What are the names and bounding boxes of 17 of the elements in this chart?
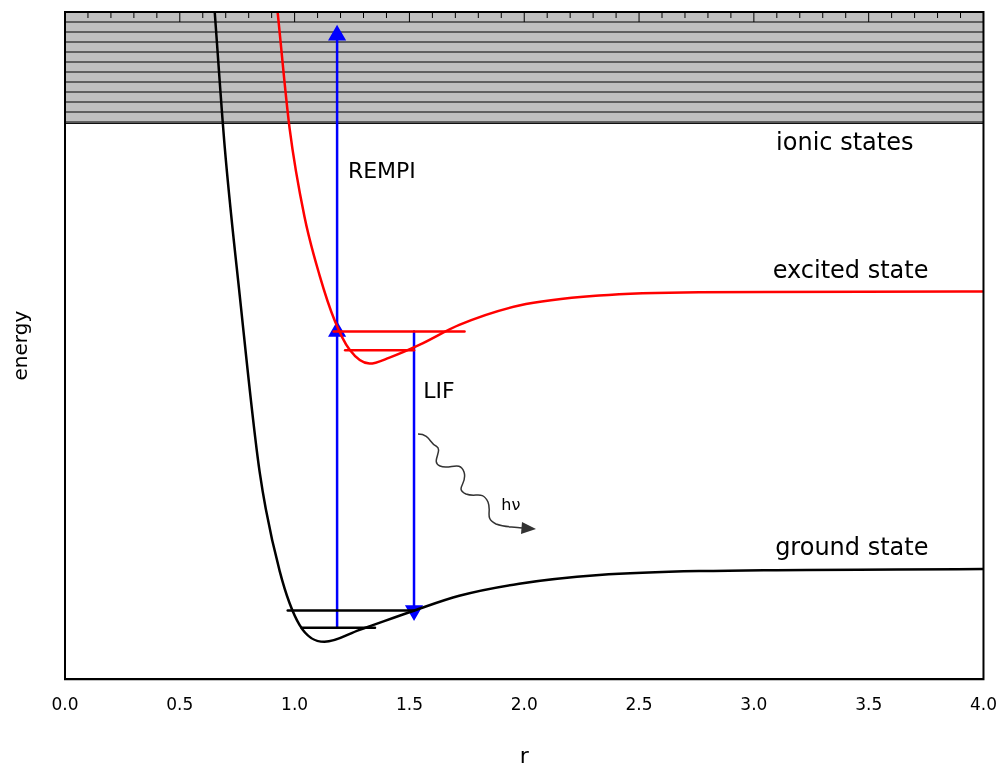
y-axis-title: energy [8,310,33,381]
x-tick-label: 3.5 [855,693,883,714]
x-tick-label: 1.5 [395,693,423,714]
x-tick-label: 2.0 [510,693,538,714]
x-tick-label: 0.0 [51,693,79,714]
x-tick-label: 3.0 [740,693,768,714]
x-tick-label: 1.0 [281,693,309,714]
series-label: excited state [772,255,929,284]
x-tick-label: 2.5 [625,693,653,714]
annotation: REMPI [347,157,416,183]
x-tick-label: 0.5 [166,693,194,714]
annotation: LIF [423,378,455,404]
x-axis-title: r [519,742,530,768]
band-label: ionic states [776,127,914,156]
series-label: ground state [775,533,929,562]
x-tick-label: 4.0 [969,693,998,714]
annotation: hν [501,494,521,514]
